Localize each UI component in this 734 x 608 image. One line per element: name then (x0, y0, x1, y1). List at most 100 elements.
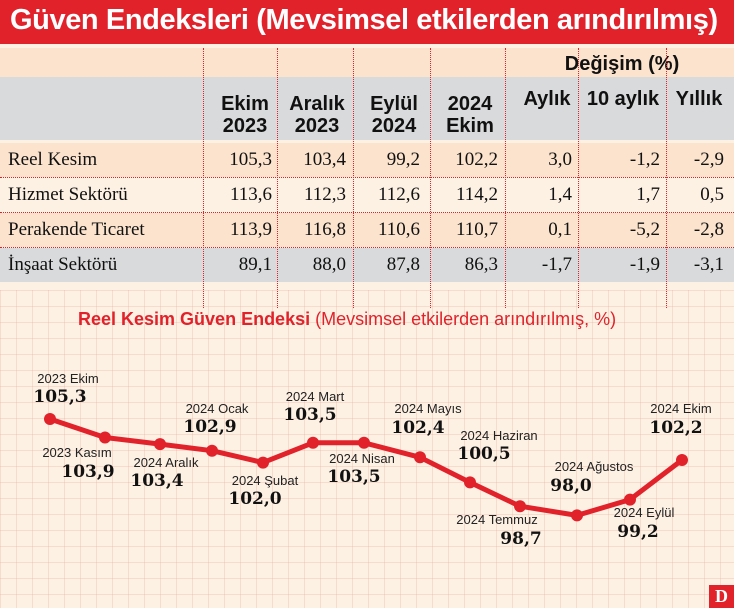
data-point (257, 456, 269, 469)
cell: 113,6 (229, 184, 272, 205)
category-label: 2024 Şubat (232, 473, 299, 488)
cell: -1,7 (541, 254, 572, 275)
cell: -1,2 (629, 149, 660, 170)
column-divider (203, 48, 204, 308)
col-header-line2: Ekim (446, 115, 494, 137)
value-label: 105,3 (33, 387, 86, 407)
row-name: Reel Kesim (8, 149, 98, 170)
publisher-logo: D (709, 585, 734, 608)
table-header: Değişim (%) Ekim 2023 Aralık 2023 Eylül … (0, 48, 734, 140)
cell: 102,2 (455, 149, 498, 170)
data-point (307, 436, 319, 449)
table-row: Perakende Ticaret 113,9 116,8 110,6 110,… (0, 213, 734, 247)
cell: 3,0 (548, 149, 572, 170)
chart-title-rest: (Mevsimsel etkilerden arındırılmış, %) (310, 309, 617, 329)
column-divider (277, 48, 278, 308)
cell: -3,1 (693, 254, 724, 275)
cell: -2,9 (693, 149, 724, 170)
col-header-ekim-2023: Ekim 2023 (214, 93, 276, 137)
column-divider (430, 48, 431, 308)
table-row: İnşaat Sektörü 89,1 88,0 87,8 86,3 -1,7 … (0, 248, 734, 282)
cell: -2,8 (693, 219, 724, 240)
category-label: 2024 Mart (286, 389, 345, 404)
column-divider (578, 48, 579, 308)
cell: 105,3 (229, 149, 272, 170)
value-label: 98,7 (500, 529, 541, 549)
col-header-aralik-2023: Aralık 2023 (282, 93, 352, 137)
title-banner: Güven Endeksleri (Mevsimsel etkilerden a… (0, 0, 734, 44)
change-header: Değişim (%) (564, 53, 680, 75)
cell: 0,5 (700, 184, 724, 205)
category-label: 2024 Eylül (614, 505, 675, 520)
cell: 86,3 (464, 254, 498, 275)
data-point (44, 413, 56, 425)
category-label: 2024 Nisan (329, 451, 395, 466)
column-divider (505, 48, 506, 308)
value-label: 102,2 (649, 418, 702, 438)
value-label: 103,4 (130, 471, 183, 491)
col-header-eylul-2024: Eylül 2024 (362, 93, 426, 137)
cell: 88,0 (312, 254, 346, 275)
cell: 110,6 (377, 219, 420, 240)
category-label: 2024 Ekim (650, 401, 711, 416)
col-header-yillik: Yıllık (675, 88, 723, 110)
cell: 112,3 (303, 184, 346, 205)
col-header-line2: 2023 (222, 115, 268, 137)
cell: 114,2 (455, 184, 498, 205)
category-label: 2024 Aralık (133, 455, 199, 470)
cell: 110,7 (455, 219, 498, 240)
value-label: 103,9 (61, 462, 114, 482)
category-label: 2024 Temmuz (456, 512, 537, 527)
header-band (0, 48, 734, 77)
cell: -5,2 (629, 219, 660, 240)
value-label: 102,9 (183, 417, 236, 437)
table-row: Reel Kesim 105,3 103,4 99,2 102,2 3,0 -1… (0, 143, 734, 177)
category-label: 2023 Ekim (37, 371, 98, 386)
cell: 1,7 (636, 184, 660, 205)
cell: -1,9 (629, 254, 660, 275)
data-point (99, 431, 111, 444)
value-label: 99,2 (617, 522, 658, 542)
col-header-line1: Ekim (221, 93, 269, 115)
col-header-line1: Eylül (370, 93, 418, 115)
value-label: 100,5 (457, 444, 510, 464)
cell: 116,8 (303, 219, 346, 240)
data-point (206, 444, 218, 457)
data-point (414, 451, 426, 464)
chart-grid-background (0, 290, 734, 608)
col-header-10-aylik: 10 aylık (586, 88, 660, 110)
data-point (624, 493, 636, 506)
category-label: 2024 Ocak (186, 401, 249, 416)
cell: 1,4 (548, 184, 572, 205)
column-divider (353, 48, 354, 308)
value-label: 103,5 (327, 467, 380, 487)
row-divider (0, 247, 734, 248)
col-header-2024-ekim: 2024 Ekim (438, 93, 502, 137)
data-point (358, 436, 370, 449)
cell: 103,4 (303, 149, 346, 170)
data-point (464, 476, 476, 489)
category-label: 2024 Haziran (460, 428, 537, 443)
row-name: İnşaat Sektörü (8, 254, 118, 275)
cell: 99,2 (386, 149, 420, 170)
value-label: 98,0 (550, 476, 592, 496)
data-point (676, 454, 688, 466)
row-divider (0, 177, 734, 178)
data-point (154, 438, 166, 451)
chart-title: Reel Kesim Güven Endeksi (Mevsimsel etki… (78, 309, 616, 330)
data-point (571, 509, 583, 522)
value-label: 103,5 (283, 405, 336, 425)
cell: 113,9 (229, 219, 272, 240)
col-header-line1: Aralık (289, 93, 345, 115)
page-title: Güven Endeksleri (Mevsimsel etkilerden a… (10, 4, 718, 36)
category-label: 2024 Ağustos (555, 459, 634, 474)
col-header-line1: 2024 (447, 93, 493, 115)
cell: 0,1 (548, 219, 572, 240)
col-header-line2: 2024 (371, 115, 417, 137)
cell: 87,8 (386, 254, 420, 275)
category-label: 2024 Mayıs (394, 401, 462, 416)
value-label: 102,0 (228, 489, 281, 509)
row-name: Hizmet Sektörü (8, 184, 128, 205)
data-point (514, 500, 526, 513)
